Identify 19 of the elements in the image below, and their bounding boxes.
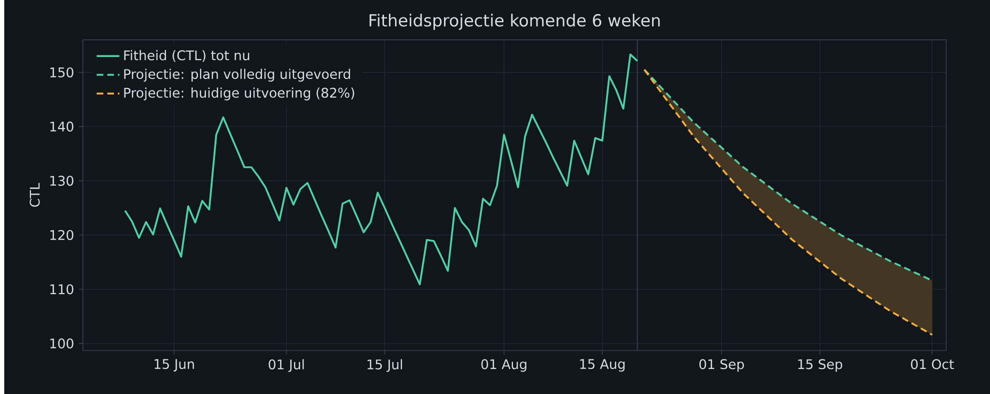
chart-title: Fitheidsprojectie komende 6 weken (370, 14, 660, 30)
x-tick-label: 15 Sep (798, 359, 842, 372)
y-tick-label: 110 (50, 284, 74, 294)
y-tick-label: 150 (50, 67, 74, 78)
x-tick-label: 01 Aug (481, 359, 526, 372)
x-tick-label: 15 Aug (580, 359, 625, 372)
y-tick-label: 100 (50, 338, 74, 348)
legend-label: Projectie: huidige uitvoering (82%) (124, 87, 354, 100)
y-axis-title: CTL (30, 182, 40, 207)
x-tick-label: 01 Jul (268, 359, 304, 372)
x-tick-label: 01 Oct (911, 359, 954, 370)
y-tick-label: 130 (50, 176, 74, 186)
y-tick-label: 140 (50, 121, 74, 132)
y-tick-label: 120 (50, 230, 74, 240)
x-tick-label: 15 Jun (154, 359, 194, 372)
legend-label: Projectie: plan volledig uitgevoerd (124, 68, 350, 82)
legend-label: Fitheid (CTL) tot nu (124, 50, 250, 62)
x-tick-label: 15 Jul (368, 359, 402, 372)
x-tick-label: 01 Sep (699, 359, 744, 372)
